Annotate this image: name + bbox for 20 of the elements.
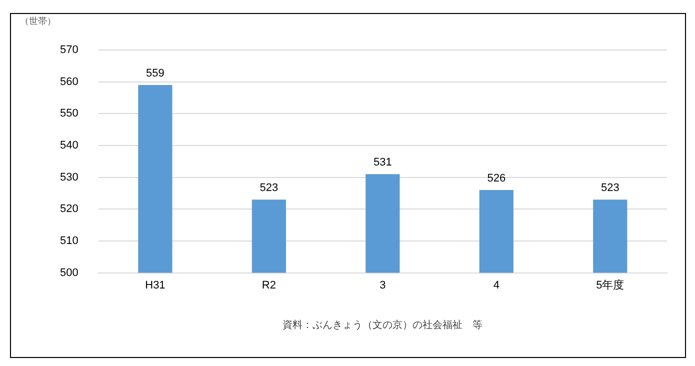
x-tick-label: 5年度 xyxy=(596,278,624,292)
x-tick-label: R2 xyxy=(262,279,276,292)
y-tick-label: 520 xyxy=(60,203,78,216)
data-label: 559 xyxy=(146,68,164,80)
y-tick-label: 540 xyxy=(60,140,78,152)
x-tick-label: 4 xyxy=(493,279,500,292)
data-label: 526 xyxy=(487,172,506,185)
text: 資料：ぶんきょう（文の京）の社会福祉 等 xyxy=(282,318,483,331)
y-tick-label: 530 xyxy=(60,171,78,184)
y-tick-label: 550 xyxy=(60,108,78,120)
x-tick-label: H31 xyxy=(145,279,166,292)
y-tick-label: 560 xyxy=(60,76,78,88)
x-tick-label: 3 xyxy=(380,279,386,292)
data-label: 523 xyxy=(600,182,620,194)
y-tick-label: 510 xyxy=(60,235,78,248)
data-label: 531 xyxy=(373,156,392,169)
y-axis-title: （世帯） xyxy=(20,16,56,26)
y-tick-label: 570 xyxy=(60,44,78,56)
y-tick-label: 500 xyxy=(60,266,78,279)
data-label: 523 xyxy=(260,182,278,194)
